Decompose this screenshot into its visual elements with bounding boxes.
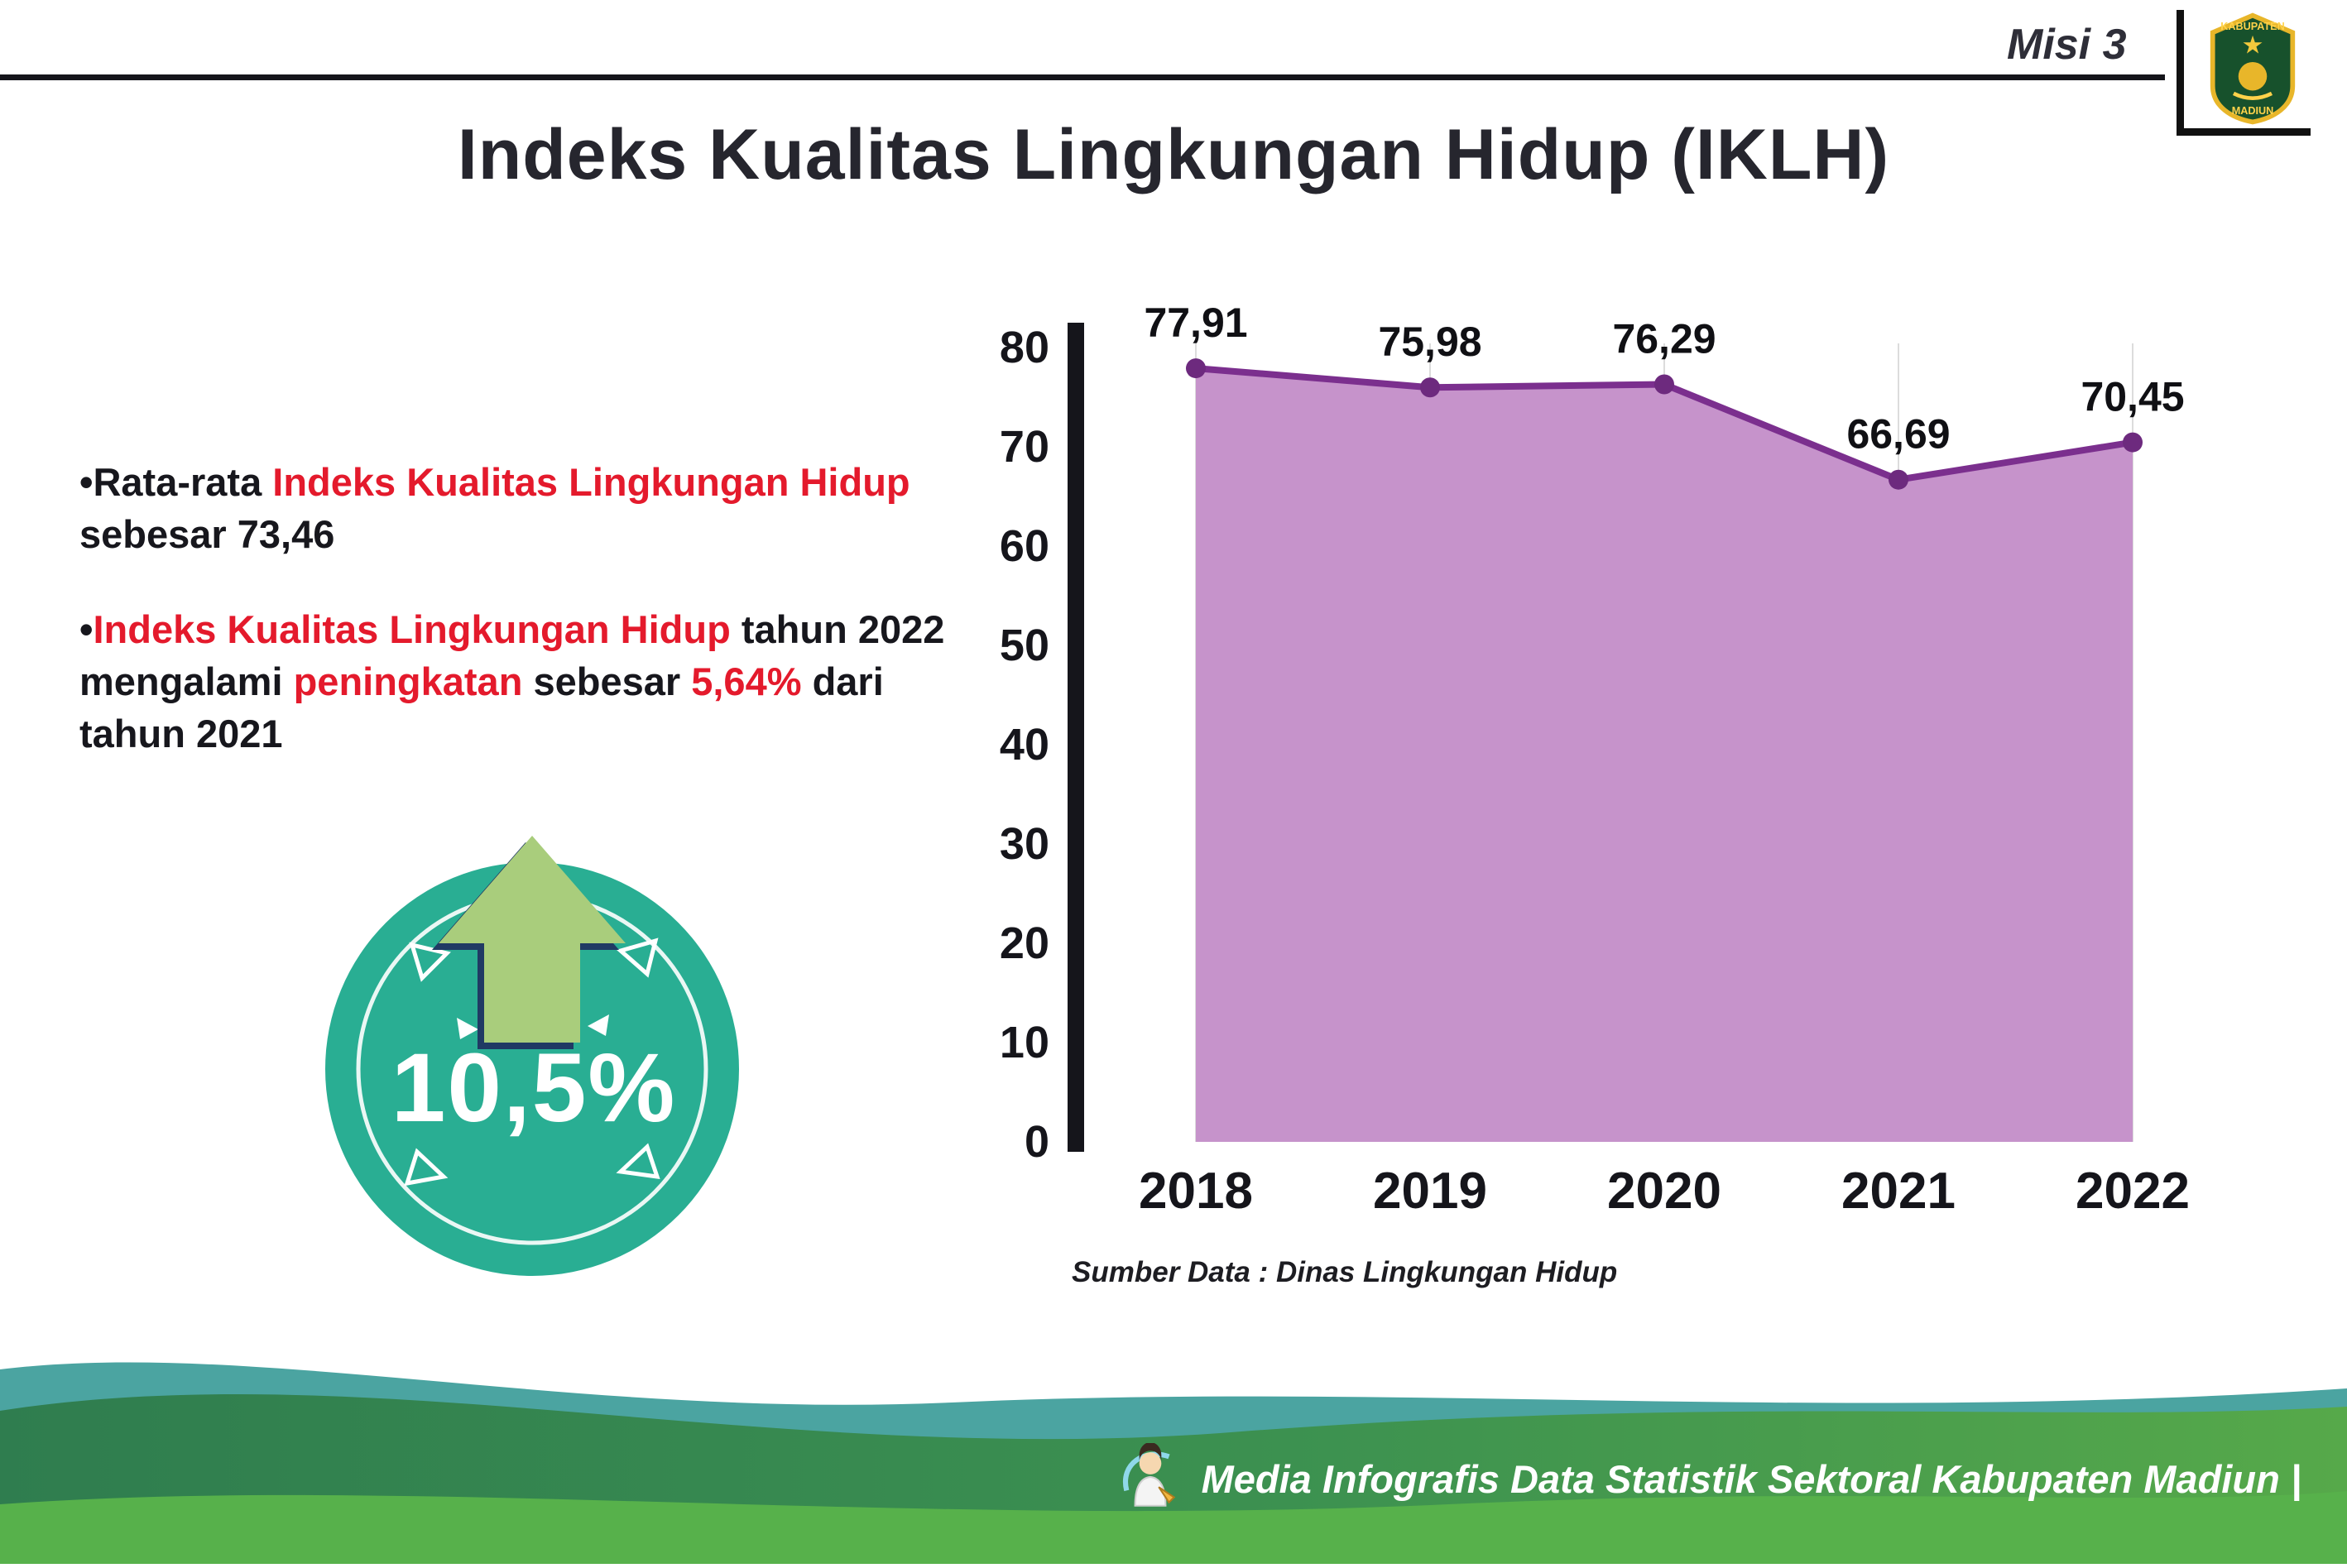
svg-text:30: 30 bbox=[1000, 819, 1049, 869]
bullet1-highlight: Indeks Kualitas Lingkungan Hidup bbox=[272, 460, 910, 504]
emblem-star-icon: ★ bbox=[2242, 32, 2264, 60]
svg-text:77,91: 77,91 bbox=[1144, 300, 1247, 346]
footer-caption-row: Media Infografis Data Statistik Sektoral… bbox=[1116, 1443, 2301, 1514]
mascot-writer-icon bbox=[1122, 1443, 1175, 1507]
bullet-increase-2022: •Indeks Kualitas Lingkungan Hidup tahun … bbox=[79, 604, 977, 760]
svg-text:75,98: 75,98 bbox=[1378, 319, 1481, 365]
svg-text:60: 60 bbox=[1000, 521, 1049, 571]
iklh-chart-svg: 0 10 20 30 40 50 60 70 80 77,91 75,98 76,29 66,69 70,… bbox=[1000, 300, 2190, 1220]
footer-waves-graphic bbox=[0, 1362, 2347, 1564]
svg-text:2021: 2021 bbox=[1841, 1163, 1956, 1220]
svg-text:80: 80 bbox=[1000, 323, 1049, 372]
triangle-decoration-se bbox=[616, 1143, 660, 1180]
triangle-decoration-nw bbox=[409, 942, 451, 982]
increase-badge: 10,5% bbox=[314, 821, 753, 1292]
logo-frame: KABUPATEN ★ MADIUN bbox=[2177, 10, 2311, 136]
emblem-bottom-text: MADIUN bbox=[2232, 105, 2274, 117]
svg-text:10: 10 bbox=[1000, 1018, 1049, 1067]
bullet1-text: Rata-rata bbox=[93, 460, 273, 504]
svg-text:20: 20 bbox=[1000, 918, 1049, 968]
triangle-decoration-ne bbox=[616, 937, 659, 978]
svg-text:70: 70 bbox=[1000, 422, 1049, 472]
footer-band: Media Infografis Data Statistik Sektoral… bbox=[0, 1324, 2347, 1564]
emblem-banner-shape bbox=[2232, 91, 2273, 100]
increase-percentage: 10,5% bbox=[391, 1033, 677, 1143]
top-divider-line bbox=[0, 74, 2165, 80]
bullet-list: •Rata-rata Indeks Kualitas Lingkungan Hi… bbox=[79, 457, 977, 803]
footer-caption: Media Infografis Data Statistik Sektoral… bbox=[1201, 1456, 2301, 1501]
bullet2-highlight-3: 5,64% bbox=[691, 659, 802, 703]
bullet2-highlight-2: peningkatan bbox=[293, 659, 523, 703]
svg-text:66,69: 66,69 bbox=[1846, 411, 1950, 458]
bullet-average-iklh: •Rata-rata Indeks Kualitas Lingkungan Hi… bbox=[79, 457, 977, 561]
svg-text:2019: 2019 bbox=[1373, 1163, 1487, 1220]
iklh-area-chart: 0 10 20 30 40 50 60 70 80 77,91 75,98 76,29 66,69 70,… bbox=[993, 273, 2317, 1349]
svg-text:70,45: 70,45 bbox=[2081, 374, 2184, 420]
up-arrow-icon bbox=[439, 836, 626, 1043]
svg-text:2022: 2022 bbox=[2076, 1163, 2190, 1220]
svg-text:2018: 2018 bbox=[1139, 1163, 1253, 1220]
increase-badge-graphic bbox=[325, 836, 739, 1276]
bullet2-text-2: sebesar bbox=[522, 659, 692, 703]
bullet1-text-end: sebesar 73,46 bbox=[79, 511, 335, 556]
triangle-decoration-left bbox=[457, 1018, 478, 1039]
bullet2-text-1: tahun 2022 mengalami bbox=[79, 607, 945, 703]
emblem-center-shape bbox=[2238, 61, 2268, 91]
bullet2-highlight-1: Indeks Kualitas Lingkungan Hidup bbox=[93, 607, 731, 651]
misi-label: Misi 3 bbox=[2007, 21, 2127, 69]
triangle-decoration-sw bbox=[404, 1148, 449, 1187]
chart-source-note: Sumber Data : Dinas Lingkungan Hidup bbox=[1072, 1256, 1618, 1288]
footer-bottom-wave bbox=[0, 1491, 2347, 1564]
svg-text:50: 50 bbox=[1000, 621, 1049, 670]
bullet2-text-3: dari tahun 2021 bbox=[79, 659, 884, 755]
kabupaten-madiun-emblem-icon: KABUPATEN ★ MADIUN bbox=[2210, 12, 2296, 125]
bullet-marker: • bbox=[79, 460, 94, 504]
svg-text:2020: 2020 bbox=[1607, 1163, 1721, 1220]
svg-text:0: 0 bbox=[1025, 1117, 1049, 1167]
page-title: Indeks Kualitas Lingkungan Hidup (IKLH) bbox=[457, 115, 1890, 194]
triangle-decoration-right bbox=[588, 1014, 609, 1036]
svg-text:76,29: 76,29 bbox=[1612, 316, 1716, 362]
bullet-marker: • bbox=[79, 607, 94, 651]
svg-text:40: 40 bbox=[1000, 720, 1049, 770]
emblem-top-text: KABUPATEN bbox=[2220, 21, 2284, 32]
